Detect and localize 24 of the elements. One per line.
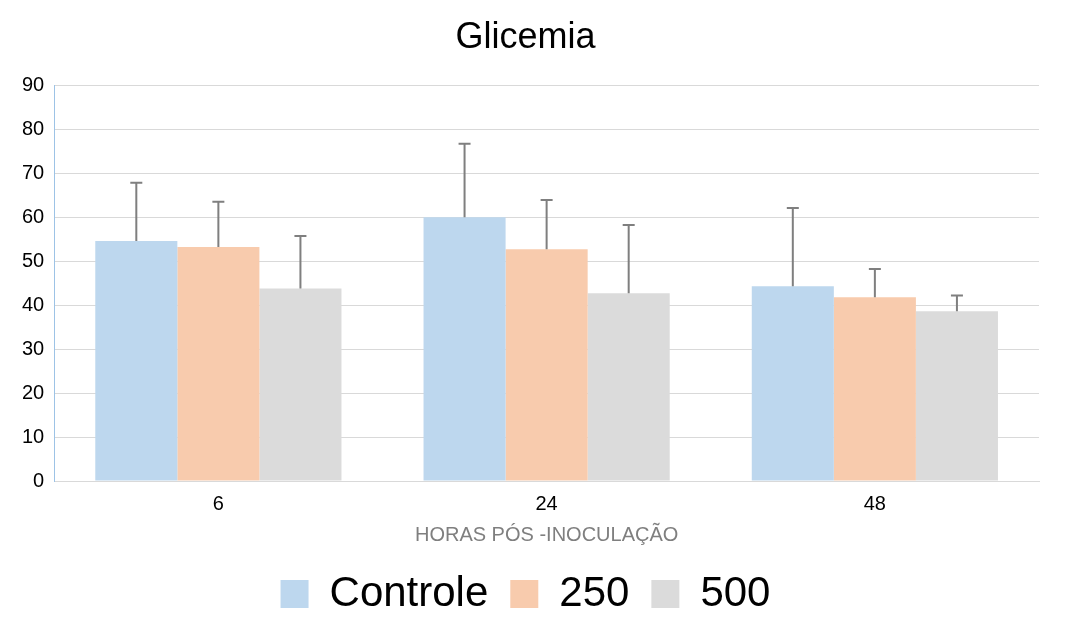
y-tick-label: 40 — [22, 292, 45, 315]
y-tick-label: 10 — [22, 424, 45, 447]
legend-label: Controle — [329, 567, 489, 615]
legend-label: 250 — [559, 567, 630, 615]
chart-title: Glicemia — [455, 14, 597, 56]
y-tick-label: 90 — [22, 72, 45, 95]
bar — [177, 247, 260, 481]
bar — [751, 286, 834, 481]
x-tick-label: 6 — [212, 491, 224, 514]
x-tick-label: 48 — [863, 491, 886, 514]
legend-label: 500 — [700, 567, 771, 615]
y-tick-label: 80 — [22, 116, 45, 139]
y-tick-label: 50 — [22, 248, 45, 271]
y-tick-label: 60 — [22, 204, 45, 227]
y-tick-label: 70 — [22, 160, 45, 183]
bar — [505, 249, 588, 481]
bar — [833, 297, 916, 481]
bar — [423, 217, 506, 481]
x-tick-label: 24 — [535, 491, 558, 514]
x-axis-title: HORAS PÓS -INOCULAÇÃO — [414, 521, 679, 545]
y-tick-label: 0 — [33, 468, 45, 491]
y-tick-label: 20 — [22, 380, 45, 403]
y-tick-label: 30 — [22, 336, 45, 359]
bar — [95, 240, 178, 481]
